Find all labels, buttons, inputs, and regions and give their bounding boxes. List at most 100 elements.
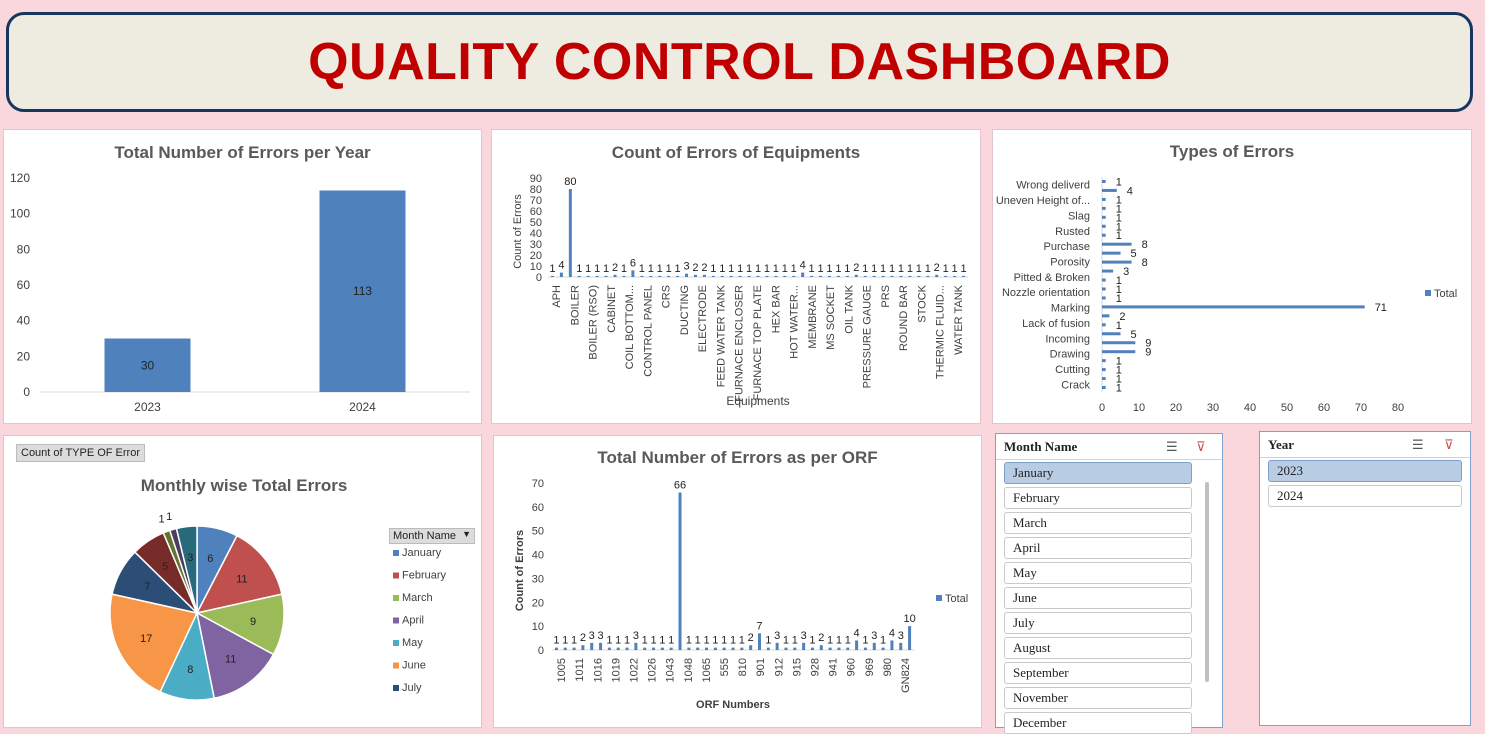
data-label: 1 bbox=[755, 263, 761, 275]
legend-swatch bbox=[393, 617, 399, 624]
slicer-item[interactable]: January bbox=[1004, 462, 1192, 484]
bar bbox=[810, 275, 814, 277]
data-label: 1 bbox=[585, 263, 591, 275]
x-tick-label: DUCTING bbox=[679, 285, 691, 335]
month-slicer[interactable]: Month Name ☰ ⊽ January February March April… bbox=[995, 433, 1223, 734]
data-label: 1 bbox=[862, 635, 868, 647]
y-tick-label: 90 bbox=[530, 173, 542, 185]
bar bbox=[836, 275, 840, 277]
x-tick-label: 10 bbox=[1133, 402, 1145, 414]
bar bbox=[622, 275, 626, 277]
bar bbox=[581, 645, 585, 650]
pie-slice bbox=[175, 525, 198, 614]
multi-select-icon[interactable]: ☰ bbox=[1412, 437, 1424, 452]
bar bbox=[1102, 269, 1114, 273]
x-tick-label: 1048 bbox=[683, 658, 695, 682]
x-tick-label: 1016 bbox=[592, 658, 604, 682]
slicer-item[interactable]: April bbox=[1004, 537, 1192, 559]
bar bbox=[1102, 332, 1121, 336]
x-tick-label: ROUND BAR bbox=[898, 285, 910, 351]
slicer-item[interactable]: November bbox=[1004, 687, 1192, 709]
y-tick-label: 50 bbox=[532, 526, 544, 538]
data-label: 1 bbox=[792, 635, 798, 647]
chart-types-of-errors[interactable]: Types of Errors 0 10 20 30 40 50 60 70 80 1 4 1 1 1 1 1… bbox=[992, 129, 1472, 424]
multi-select-icon[interactable]: ☰ bbox=[1166, 439, 1178, 454]
y-tick-label: 40 bbox=[530, 228, 542, 240]
slicer-title: Month Name bbox=[1004, 439, 1078, 454]
slicer-item[interactable]: August bbox=[1004, 637, 1192, 659]
year-slicer[interactable]: Year ☰ ⊽ 2023 2024 bbox=[1259, 431, 1471, 726]
slicer-item[interactable]: 2024 bbox=[1268, 485, 1462, 507]
y-tick-label: Rusted bbox=[1055, 226, 1090, 238]
x-tick-label: 960 bbox=[846, 658, 858, 676]
data-label: 80 bbox=[564, 176, 576, 188]
data-label: 3 bbox=[871, 630, 877, 642]
scrollbar[interactable] bbox=[1205, 482, 1209, 682]
pie-slice bbox=[194, 593, 285, 656]
data-label: 1 bbox=[1116, 221, 1122, 233]
y-tick-label: 60 bbox=[17, 278, 31, 292]
bar bbox=[845, 275, 849, 277]
slicer-item[interactable]: February bbox=[1004, 487, 1192, 509]
slicer-item[interactable]: September bbox=[1004, 662, 1192, 684]
slicer-item[interactable]: May bbox=[1004, 562, 1192, 584]
data-label: 9 bbox=[1145, 338, 1151, 350]
bar bbox=[702, 274, 706, 277]
bar bbox=[926, 275, 930, 277]
x-tick-label: 901 bbox=[755, 658, 767, 676]
pivot-field-button[interactable]: Count of TYPE OF Error bbox=[16, 444, 146, 462]
data-label: 1 bbox=[952, 263, 958, 275]
clear-filter-icon[interactable]: ⊽ bbox=[1196, 439, 1206, 454]
data-label: 1 bbox=[728, 263, 734, 275]
bar bbox=[863, 647, 867, 650]
chart-monthly-errors[interactable]: Count of TYPE OF Error Monthly wise Tota… bbox=[3, 435, 482, 728]
chart-errors-per-year[interactable]: Total Number of Errors per Year 0 20 40 60 8… bbox=[3, 129, 482, 424]
y-tick-label: 70 bbox=[532, 478, 544, 490]
x-tick-label: 980 bbox=[882, 658, 894, 676]
clear-filter-icon[interactable]: ⊽ bbox=[1444, 437, 1454, 452]
slicer-item[interactable]: March bbox=[1004, 512, 1192, 534]
y-tick-label: 80 bbox=[17, 242, 31, 256]
y-tick-label: Porosity bbox=[1050, 256, 1090, 268]
bar bbox=[890, 275, 894, 277]
data-label: 7 bbox=[144, 581, 150, 593]
bar bbox=[738, 275, 742, 277]
legend-label: May bbox=[402, 637, 423, 649]
x-tick-label: 20 bbox=[1170, 402, 1182, 414]
bar bbox=[810, 647, 814, 650]
legend-swatch bbox=[1425, 290, 1431, 296]
data-label: 1 bbox=[648, 263, 654, 275]
chart-errors-equipments[interactable]: Count of Errors of Equipments 0 10 20 30 40 5… bbox=[491, 129, 981, 424]
x-tick-label: THERMIC FLUID... bbox=[935, 285, 947, 379]
x-tick-label: MS SOCKET bbox=[825, 285, 837, 350]
data-label: 7 bbox=[756, 620, 762, 632]
slicer-item[interactable]: December bbox=[1004, 712, 1192, 734]
data-label: 1 bbox=[553, 635, 559, 647]
data-label: 1 bbox=[659, 635, 665, 647]
data-label: 66 bbox=[674, 480, 686, 492]
bar bbox=[793, 647, 797, 650]
bar bbox=[855, 640, 859, 650]
data-label: 5 bbox=[1131, 329, 1137, 341]
x-tick-label: 810 bbox=[737, 658, 749, 676]
data-label: 1 bbox=[880, 635, 886, 647]
x-tick-label: 1065 bbox=[701, 658, 713, 682]
slicer-item[interactable]: 2023 bbox=[1268, 460, 1462, 482]
bar bbox=[678, 492, 682, 650]
data-label: 1 bbox=[594, 263, 600, 275]
data-label: 5 bbox=[1131, 248, 1137, 260]
chart-errors-orf[interactable]: Total Number of Errors as per ORF 0 10 20 3… bbox=[493, 435, 982, 728]
y-tick-label: 60 bbox=[532, 502, 544, 514]
bar bbox=[599, 642, 603, 650]
legend-label: March bbox=[402, 592, 433, 604]
data-label: 2 bbox=[692, 262, 698, 274]
y-tick-label: 20 bbox=[530, 250, 542, 262]
data-label: 1 bbox=[925, 263, 931, 275]
bar bbox=[801, 272, 805, 277]
slicer-item[interactable]: June bbox=[1004, 587, 1192, 609]
data-label: 5 bbox=[162, 561, 168, 573]
slicer-item[interactable]: July bbox=[1004, 612, 1192, 634]
month-legend-filter[interactable]: Month Name ▼ bbox=[389, 528, 475, 544]
x-tick-label: CONTROL PANEL bbox=[642, 285, 654, 377]
data-label: 1 bbox=[916, 263, 922, 275]
